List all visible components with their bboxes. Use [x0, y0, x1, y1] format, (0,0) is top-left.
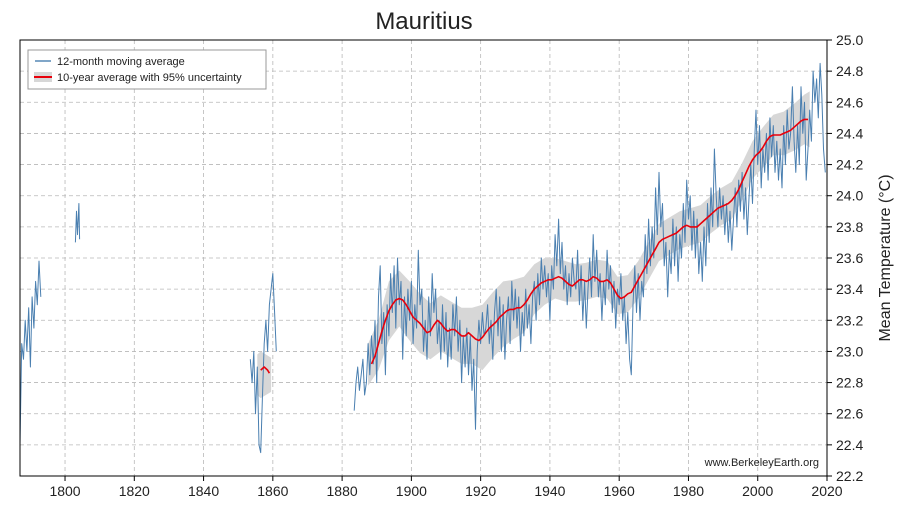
moving-average-line [19, 260, 42, 445]
y-tick-label: 22.8 [836, 375, 863, 391]
y-tick-label: 23.2 [836, 312, 863, 328]
decadal-average-line [260, 366, 271, 374]
uncertainty-band-segment [368, 91, 810, 386]
x-tick-label: 2020 [811, 483, 842, 499]
y-tick-label: 23.4 [836, 281, 863, 297]
x-tick-label: 1960 [604, 483, 635, 499]
y-axis-ticks: 22.2 22.4 22.6 22.8 23.0 23.2 23.4 23.6 23.8 24.0… [827, 32, 863, 484]
y-tick-label: 24.4 [836, 125, 863, 141]
uncertainty-band [257, 91, 810, 399]
legend: 12-month moving average 10-year average … [27, 49, 267, 90]
uncertainty-band-segment [257, 351, 272, 399]
legend-label-moving: 12-month moving average [57, 56, 185, 68]
y-tick-label: 22.2 [836, 468, 863, 484]
y-tick-label: 23.8 [836, 219, 863, 235]
x-tick-label: 2000 [742, 483, 773, 499]
decadal-average-line [370, 118, 808, 365]
grid-lines [20, 40, 827, 476]
x-tick-label: 1860 [257, 483, 288, 499]
legend-label-decadal: 10-year average with 95% uncertainty [57, 72, 242, 84]
moving-average-line [74, 203, 81, 243]
y-tick-label: 23.0 [836, 343, 863, 359]
x-tick-label: 1900 [396, 483, 427, 499]
y-tick-label: 22.4 [836, 437, 863, 453]
y-axis-label: Mean Temperature (°C) [877, 174, 894, 341]
y-tick-label: 24.2 [836, 157, 863, 173]
moving-average-line [353, 62, 826, 430]
x-tick-label: 1840 [188, 483, 219, 499]
x-tick-label: 1980 [673, 483, 704, 499]
moving-average-line [249, 273, 277, 454]
chart-title: Mauritius [375, 8, 472, 35]
x-tick-label: 1940 [534, 483, 565, 499]
x-tick-label: 1820 [119, 483, 150, 499]
y-tick-label: 24.8 [836, 63, 863, 79]
x-tick-label: 1800 [49, 483, 80, 499]
watermark: www.BerkeleyEarth.org [704, 457, 819, 469]
x-tick-label: 1880 [327, 483, 358, 499]
x-tick-label: 1920 [465, 483, 496, 499]
legend-box [27, 49, 267, 90]
y-tick-label: 23.6 [836, 250, 863, 266]
y-tick-label: 24.6 [836, 94, 863, 110]
series-lines [19, 62, 826, 454]
y-tick-label: 24.0 [836, 188, 863, 204]
x-axis-ticks: 1800 1820 1840 1860 1880 1900 1920 1940 1960 1980… [49, 476, 843, 499]
y-tick-label: 22.6 [836, 406, 863, 422]
y-tick-label: 25.0 [836, 32, 863, 48]
